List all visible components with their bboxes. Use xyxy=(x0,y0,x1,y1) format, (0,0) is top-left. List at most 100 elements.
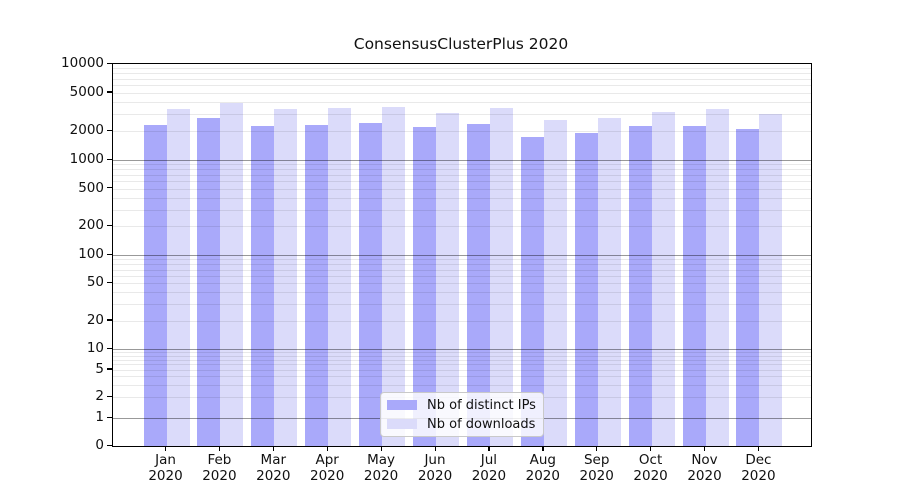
gridline-minor xyxy=(113,181,811,183)
y-tick-mark xyxy=(107,62,112,64)
gridline-minor xyxy=(113,174,811,176)
y-tick-label: 500 xyxy=(78,179,104,196)
gridline-minor xyxy=(113,131,811,133)
x-tick-label: Apr 2020 xyxy=(310,452,345,484)
chart-title: ConsensusClusterPlus 2020 xyxy=(353,35,569,53)
bar-downloads xyxy=(543,119,567,446)
x-tick-mark xyxy=(542,446,544,451)
gridline-minor xyxy=(113,226,811,228)
bar-downloads xyxy=(220,102,244,446)
bar-downloads xyxy=(759,113,783,446)
bar-distinct-ips xyxy=(251,125,275,446)
bar-distinct-ips xyxy=(305,125,329,446)
gridline-major xyxy=(113,160,811,161)
bar-distinct-ips xyxy=(520,137,544,446)
y-tick-mark xyxy=(107,224,112,227)
gridline-minor xyxy=(113,169,811,171)
gridline-minor xyxy=(113,164,811,166)
bar-downloads xyxy=(166,108,190,446)
gridline-minor xyxy=(113,364,811,366)
bar-downloads xyxy=(328,108,352,446)
gridline-minor xyxy=(113,385,811,387)
gridline-minor xyxy=(113,376,811,378)
y-tick-label: 0 xyxy=(95,437,104,453)
gridline-minor xyxy=(113,92,811,94)
legend: Nb of distinct IPs Nb of downloads xyxy=(380,392,544,437)
x-tick-label: Aug 2020 xyxy=(525,452,560,484)
y-tick-mark xyxy=(107,368,112,370)
x-tick-label: Jan 2020 xyxy=(148,452,183,484)
legend-item-distinct-ips: Nb of distinct IPs xyxy=(387,398,537,413)
bar-distinct-ips xyxy=(413,127,436,446)
x-tick-mark xyxy=(434,446,436,451)
gridline-major xyxy=(113,255,811,256)
y-tick-label: 10000 xyxy=(61,55,104,71)
y-tick-mark xyxy=(107,253,112,255)
gridline-minor xyxy=(113,304,811,306)
x-tick-label: Oct 2020 xyxy=(633,452,668,484)
x-tick-mark xyxy=(165,446,167,451)
gridline-minor xyxy=(113,259,811,261)
y-tick-mark xyxy=(107,281,112,284)
bar-downloads xyxy=(382,106,406,446)
y-tick-label: 200 xyxy=(78,217,104,234)
gridline-minor xyxy=(113,320,811,322)
y-tick-mark xyxy=(107,91,112,93)
x-tick-mark xyxy=(488,446,490,451)
gridline-major xyxy=(113,349,811,350)
y-tick-label: 10 xyxy=(86,340,104,356)
y-tick-mark xyxy=(107,129,112,131)
gridline-minor xyxy=(113,68,811,70)
legend-swatch-distinct-ips xyxy=(387,400,417,410)
y-tick-mark xyxy=(107,158,112,160)
bar-distinct-ips xyxy=(574,133,598,446)
x-tick-label: May 2020 xyxy=(363,452,399,484)
bar-downloads xyxy=(651,112,675,446)
gridline-minor xyxy=(113,355,811,357)
y-tick-mark xyxy=(107,347,112,349)
x-tick-label: Sep 2020 xyxy=(579,452,614,484)
y-tick-mark xyxy=(107,395,112,398)
x-tick-label: Dec 2020 xyxy=(741,452,776,484)
bar-downloads xyxy=(489,107,513,446)
x-tick-label: Jul 2020 xyxy=(471,452,507,484)
y-tick-mark xyxy=(107,444,112,446)
y-tick-label: 1 xyxy=(95,409,104,425)
y-tick-label: 20 xyxy=(86,311,104,328)
y-tick-label: 2 xyxy=(95,388,104,405)
gridline-minor xyxy=(113,102,811,104)
y-tick-mark xyxy=(107,416,112,418)
bar-distinct-ips xyxy=(197,117,221,446)
gridline-minor xyxy=(113,269,811,271)
bar-downloads xyxy=(705,109,729,446)
y-tick-label: 2000 xyxy=(69,122,104,139)
y-tick-label: 5 xyxy=(95,360,104,377)
x-tick-mark xyxy=(272,446,275,451)
bar-distinct-ips xyxy=(359,122,383,446)
x-tick-label: Feb 2020 xyxy=(202,452,237,484)
y-tick-label: 50 xyxy=(86,274,104,291)
y-tick-mark xyxy=(107,187,112,189)
x-tick-mark xyxy=(218,446,221,451)
gridline-minor xyxy=(113,197,811,199)
legend-item-downloads: Nb of downloads xyxy=(387,417,537,432)
bar-downloads xyxy=(597,117,621,446)
y-tick-mark xyxy=(107,319,112,321)
bar-downloads xyxy=(274,109,298,446)
bar-downloads xyxy=(436,112,459,446)
x-tick-mark xyxy=(704,446,706,451)
gridline-minor xyxy=(113,188,811,190)
plot-area xyxy=(112,63,812,447)
bar-distinct-ips xyxy=(628,126,652,446)
gridline-minor xyxy=(113,352,811,354)
gridline-minor xyxy=(113,209,811,211)
x-tick-label: Nov 2020 xyxy=(687,452,722,484)
gridline-minor xyxy=(113,78,811,80)
gridline-minor xyxy=(113,85,811,87)
gridline-minor xyxy=(113,264,811,266)
x-tick-mark xyxy=(596,446,598,451)
x-tick-mark xyxy=(757,446,760,451)
bar-distinct-ips xyxy=(736,128,760,446)
gridline-minor xyxy=(113,283,811,285)
